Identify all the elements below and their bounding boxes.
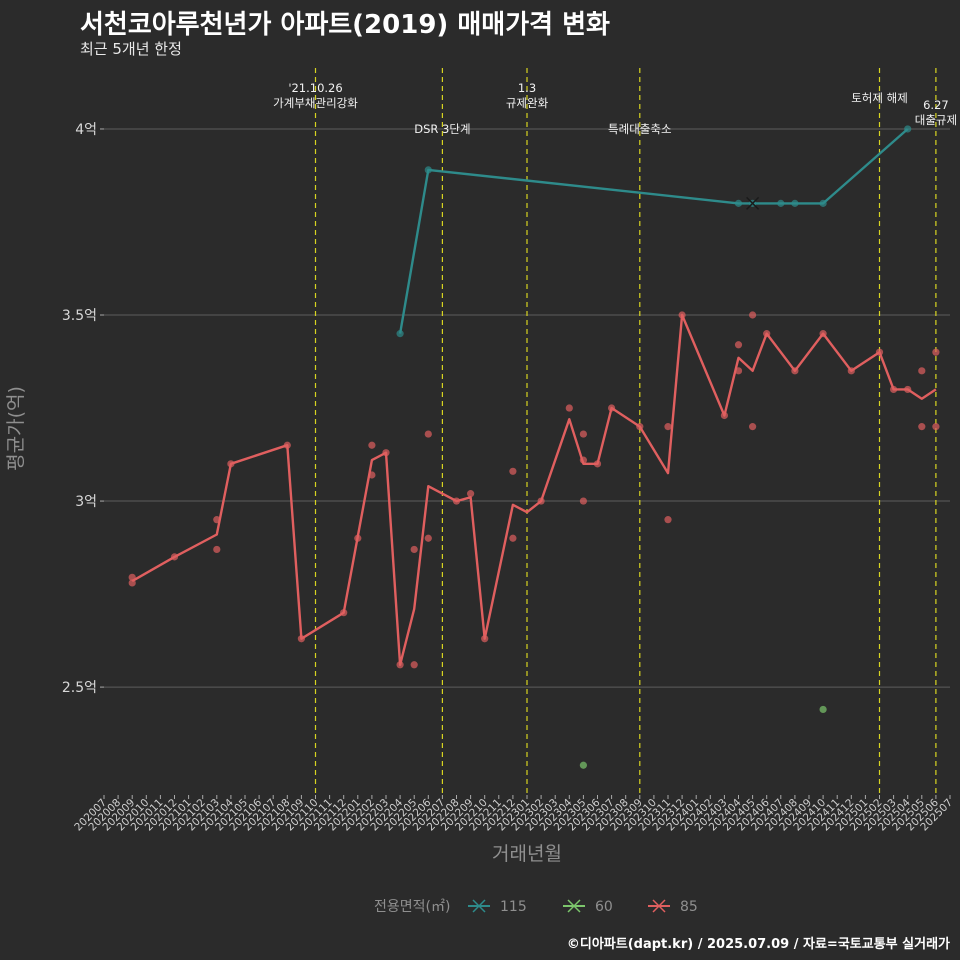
series-115-point (734, 199, 743, 207)
event-annotation: 1.3 (518, 81, 536, 95)
legend-item-60: 60 (563, 899, 613, 915)
series-85-point (904, 385, 912, 394)
legend-item-85: 85 (648, 899, 698, 915)
series-85-point (410, 545, 418, 554)
series-85-point (579, 430, 588, 438)
series-85-point (734, 341, 743, 349)
series-85-point (128, 573, 136, 581)
legend-swatch-cross (652, 899, 666, 913)
series-85-point (537, 497, 545, 505)
legend-swatch-cross (567, 899, 581, 913)
y-tick-label: 2.5억 (62, 680, 97, 696)
series-85-point (636, 423, 644, 431)
series-85-point (452, 497, 461, 505)
series-85-point (932, 348, 940, 356)
series-85-line (131, 313, 937, 666)
series-85-point (819, 330, 827, 338)
event-annotation: 가계부채관리강화 (273, 96, 358, 110)
series-115-point (396, 330, 404, 338)
series-85-point (918, 423, 926, 431)
series-85-point (354, 534, 362, 542)
series-85-point (128, 579, 136, 587)
series-85-point (749, 311, 757, 319)
x-axis-title: 거래년월 (492, 843, 562, 865)
series-85-point (509, 467, 517, 475)
series-85-point (297, 635, 305, 643)
legend-label: 115 (500, 899, 527, 915)
series-85-point (382, 449, 390, 457)
event-annotation: DSR 3단계 (414, 122, 470, 136)
series-85-point (424, 534, 432, 542)
chart-subtitle: 최근 5개년 한정 (80, 40, 182, 58)
series-85-point (227, 460, 235, 468)
series-85-point (932, 423, 940, 431)
event-annotation: 대출규제 (915, 113, 957, 127)
series-85-point (170, 553, 179, 561)
legend-label: 60 (595, 899, 613, 915)
legend: 전용면적(㎡) 115 60 85 (374, 899, 698, 915)
series-60-point (579, 761, 588, 769)
chart-title: 서천코아루천년가 아파트(2019) 매매가격 변화 (80, 10, 610, 40)
series-85-point (579, 497, 588, 505)
series-115-point (424, 166, 432, 174)
series-85-point (678, 311, 686, 319)
series-85-point (593, 460, 602, 468)
series-85-point (890, 385, 898, 394)
series-85-point (467, 490, 475, 498)
series-115-cross-marker (746, 196, 760, 210)
series-115-point (819, 199, 827, 207)
series-85-point (481, 635, 489, 643)
x-axis: 2020072020082020092020102020112020122021… (72, 795, 955, 833)
series-115-point (904, 125, 912, 133)
y-axis: 2.5억 3억 3.5억 4억 (62, 122, 104, 696)
series-85-point (283, 441, 291, 449)
event-annotation: '21.10.26 (288, 81, 342, 95)
series-85-point (664, 423, 672, 431)
y-tick-label: 3.5억 (62, 308, 97, 324)
series-85-point (749, 423, 757, 431)
series-85-point (410, 661, 418, 669)
series-115-point (791, 199, 799, 207)
source-credit: ©디아파트(dapt.kr) / 2025.07.09 / 자료=국토교통부 실… (566, 937, 950, 952)
event-annotation: 토허제 해제 (851, 91, 908, 105)
series-85-point (368, 471, 376, 479)
y-axis-title: 평균가(억) (5, 386, 27, 471)
series-85-point (509, 534, 517, 542)
series-85-point (608, 404, 616, 412)
series-85-point (340, 609, 348, 617)
series-85-point (213, 516, 221, 524)
series-85-point (368, 441, 376, 449)
series-85-point (213, 545, 221, 554)
series-85-point (720, 411, 729, 420)
series-115-point (777, 199, 785, 207)
legend-label: 85 (680, 899, 698, 915)
series-60-point (819, 705, 827, 714)
event-annotation: 특례대출축소 (608, 122, 671, 136)
y-tick-label: 4억 (75, 122, 97, 138)
series-85-point (396, 661, 404, 669)
y-tick-label: 3억 (75, 494, 97, 510)
series-85-point (847, 367, 855, 375)
legend-swatch-cross (472, 899, 486, 913)
series-85-point (875, 348, 884, 356)
series-85-point (424, 430, 432, 438)
event-annotation: 규제완화 (506, 96, 549, 110)
series-85-point (791, 367, 799, 375)
series-115-line (398, 128, 909, 334)
cross-stroke (746, 196, 760, 210)
series-85-point (565, 404, 573, 412)
series-85-point (763, 330, 771, 338)
series-85-point (918, 367, 926, 375)
series-85-point (734, 367, 743, 375)
series-85-point (664, 516, 672, 524)
series-85-point (579, 456, 588, 464)
legend-item-115: 115 (468, 899, 527, 915)
event-annotation: 6.27 (923, 98, 949, 112)
legend-title: 전용면적(㎡) (374, 899, 450, 915)
series-layer (128, 125, 940, 769)
